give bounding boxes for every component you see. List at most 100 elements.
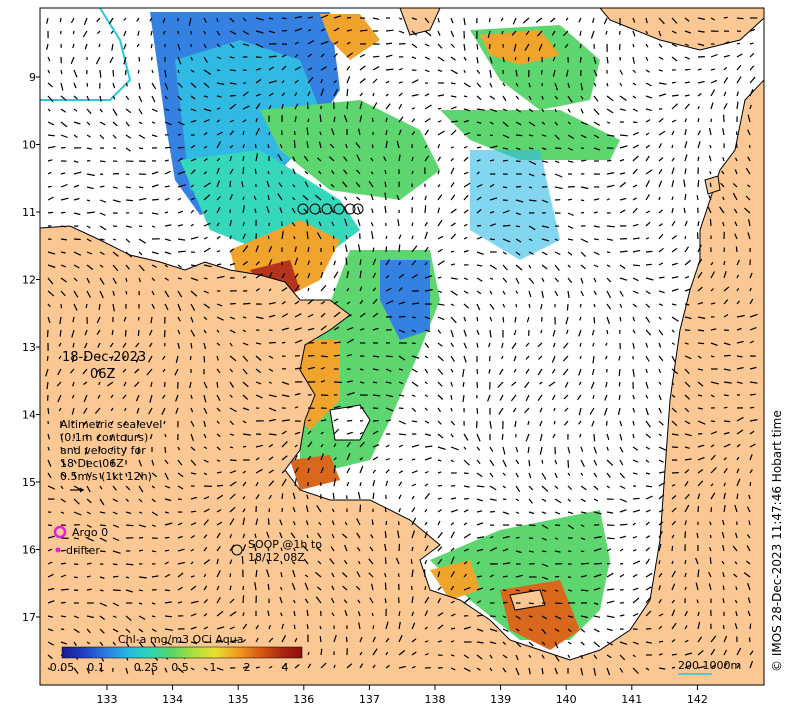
velocity-vector	[672, 546, 673, 551]
velocity-vector	[139, 226, 142, 227]
velocity-vector	[607, 252, 610, 253]
velocity-vector	[113, 174, 119, 175]
velocity-vector	[165, 330, 166, 337]
velocity-vector	[477, 226, 481, 227]
velocity-vector	[710, 557, 711, 564]
colorbar-bar	[62, 647, 302, 658]
velocity-vector	[243, 156, 244, 161]
velocity-vector	[646, 251, 652, 252]
velocity-vector	[100, 186, 104, 187]
velocity-vector	[555, 148, 561, 149]
latitude-tick-label: 14	[22, 409, 36, 422]
velocity-vector	[100, 161, 106, 162]
velocity-vector	[217, 382, 218, 388]
velocity-vector	[581, 212, 584, 213]
velocity-vector	[230, 96, 236, 97]
velocity-vector	[477, 44, 478, 50]
velocity-vector	[412, 343, 416, 344]
velocity-vector	[750, 145, 751, 148]
velocity-vector	[242, 556, 243, 564]
velocity-vector	[346, 637, 347, 642]
velocity-vector	[672, 145, 673, 148]
velocity-vector	[529, 460, 530, 466]
velocity-vector	[268, 236, 269, 239]
velocity-vector	[490, 616, 496, 617]
velocity-vector	[698, 506, 699, 512]
velocity-vector	[60, 18, 61, 22]
velocity-vector	[385, 531, 386, 538]
velocity-vector	[113, 70, 114, 77]
velocity-vector	[165, 434, 166, 437]
colorbar-tick-label: 0.05	[50, 661, 75, 674]
latitude-tick-label: 11	[22, 206, 36, 219]
velocity-vector	[151, 44, 152, 48]
velocity-vector	[399, 544, 400, 551]
velocity-vector	[178, 251, 186, 252]
velocity-vector	[438, 108, 441, 109]
velocity-vector	[204, 356, 205, 362]
drifter-marker	[56, 548, 61, 553]
velocity-vector	[503, 590, 506, 591]
colorbar-title: Chl-a mg/m3 OCi Aqua	[118, 633, 243, 646]
velocity-vector	[711, 119, 712, 122]
velocity-vector	[243, 595, 244, 603]
velocity-vector	[373, 118, 374, 122]
velocity-vector	[152, 551, 156, 552]
velocity-vector	[48, 135, 55, 136]
velocity-vector	[255, 169, 256, 174]
velocity-vector	[230, 70, 236, 71]
velocity-vector	[594, 563, 602, 564]
velocity-vector	[126, 70, 127, 75]
longitude-tick-label: 137	[359, 693, 380, 706]
velocity-vector	[61, 629, 64, 630]
velocity-vector	[61, 226, 66, 227]
velocity-vector	[490, 512, 495, 513]
velocity-vector	[138, 330, 139, 336]
velocity-vector	[684, 208, 685, 213]
latitude-tick-label: 16	[22, 544, 36, 557]
velocity-vector	[503, 317, 504, 322]
velocity-vector	[126, 525, 134, 526]
velocity-vector	[360, 505, 361, 512]
velocity-vector	[646, 486, 652, 487]
longitude-tick-label: 136	[293, 693, 314, 706]
drifter-label: drifter	[66, 544, 100, 557]
velocity-vector	[594, 239, 599, 240]
colorbar-tick-label: 4	[282, 661, 289, 674]
latitude-tick-label: 15	[22, 476, 36, 489]
velocity-vector	[282, 342, 285, 343]
velocity-vector	[698, 221, 699, 226]
velocity-vector	[698, 570, 699, 577]
velocity-vector	[580, 356, 581, 359]
velocity-vector	[737, 131, 738, 135]
velocity-vector	[74, 577, 78, 578]
velocity-vector	[100, 70, 101, 78]
velocity-vector	[139, 148, 143, 149]
velocity-vector	[113, 576, 118, 577]
velocity-vector	[282, 18, 287, 19]
velocity-vector	[750, 482, 751, 486]
longitude-tick-label: 140	[556, 693, 577, 706]
velocity-vector	[659, 641, 663, 642]
velocity-vector	[477, 317, 478, 321]
velocity-vector	[555, 576, 559, 577]
velocity-vector	[190, 356, 191, 360]
velocity-vector	[334, 355, 340, 356]
velocity-vector	[165, 447, 166, 453]
colorbar-tick-label: 1	[210, 661, 217, 674]
velocity-vector	[269, 132, 270, 135]
velocity-vector	[607, 226, 615, 227]
velocity-vector	[555, 603, 562, 604]
velocity-vector	[243, 303, 250, 304]
longitude-tick-label: 135	[228, 693, 249, 706]
velocity-vector	[126, 187, 131, 188]
altimetry-note-5: 0.5m/s (1kt 12h)	[60, 470, 152, 483]
velocity-vector	[294, 140, 295, 148]
velocity-vector	[477, 369, 478, 374]
velocity-vector	[139, 590, 143, 591]
velocity-vector	[567, 304, 568, 311]
